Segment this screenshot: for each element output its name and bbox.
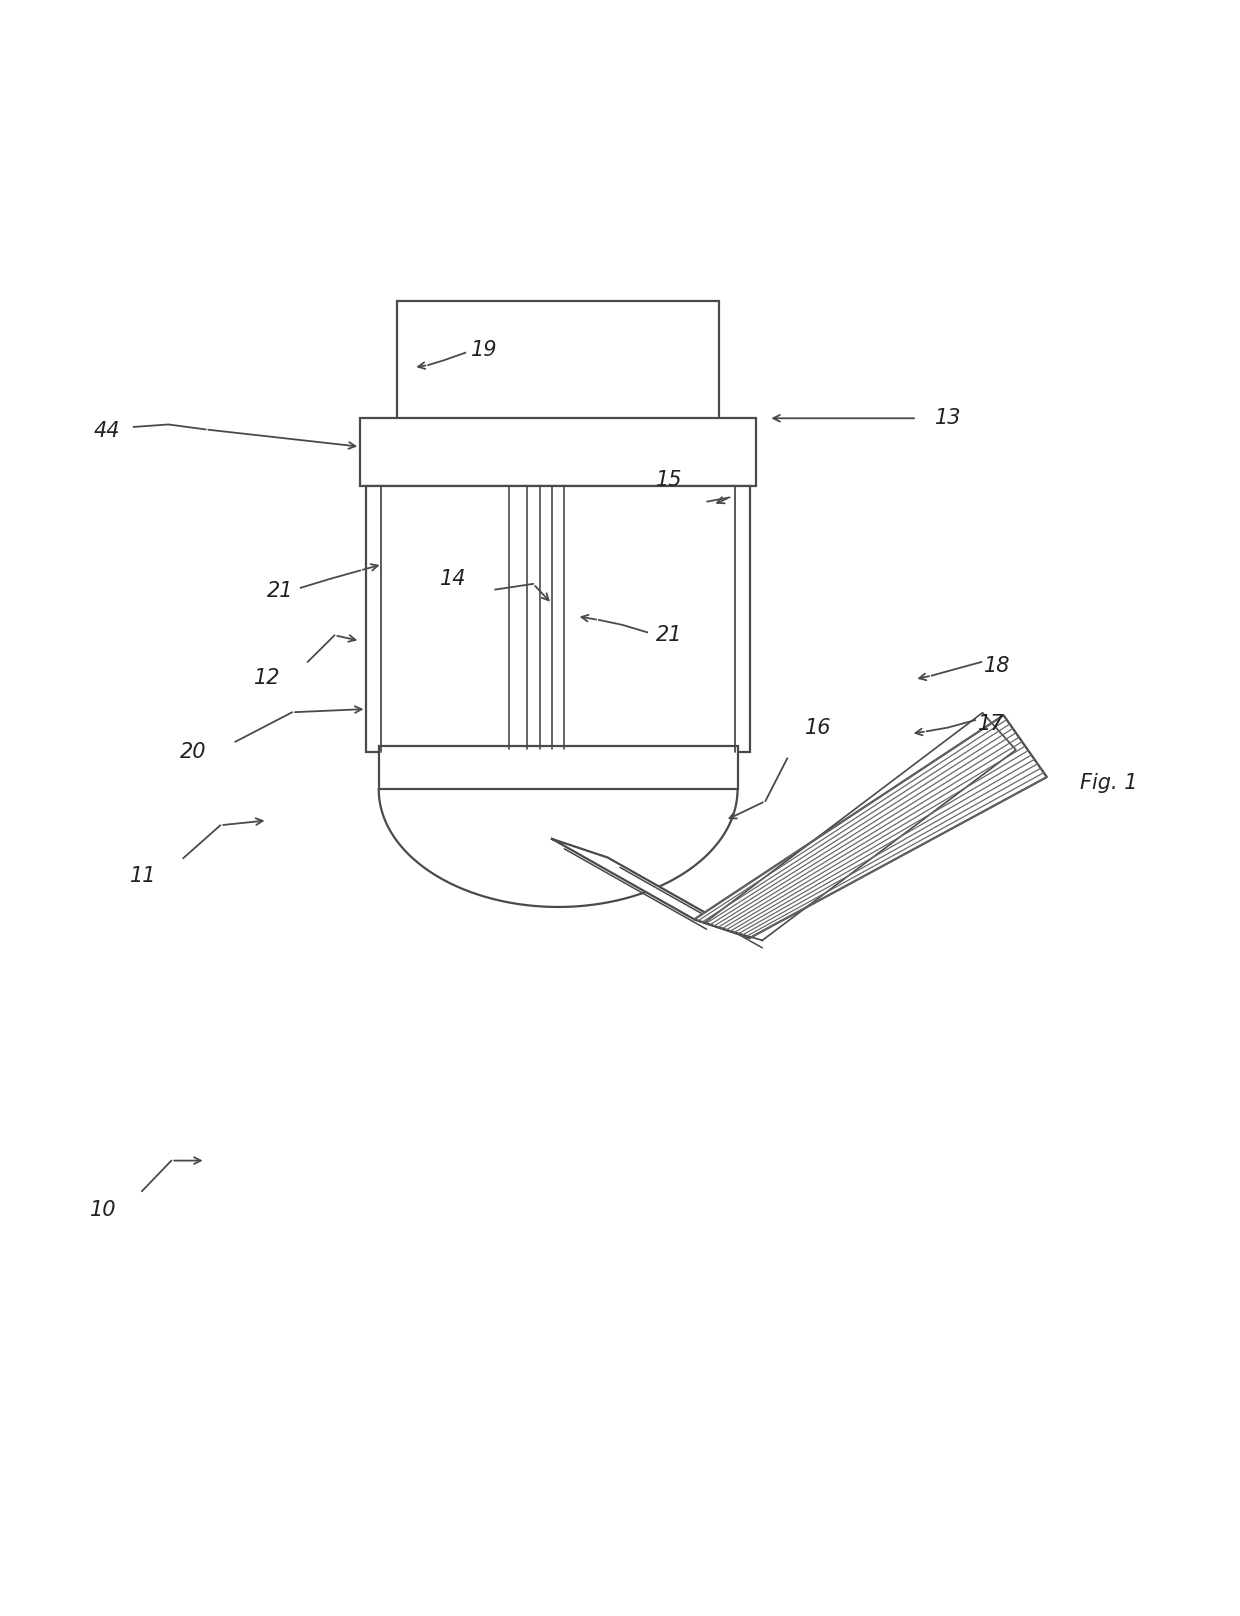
Text: 15: 15 — [656, 470, 683, 490]
Bar — [366, 486, 750, 753]
Text: 18: 18 — [985, 656, 1011, 675]
Text: 44: 44 — [93, 420, 120, 441]
Text: 20: 20 — [180, 742, 206, 763]
Text: 14: 14 — [440, 569, 466, 590]
Text: 19: 19 — [471, 341, 497, 360]
Text: 12: 12 — [254, 667, 280, 688]
Polygon shape — [552, 839, 750, 937]
Bar — [378, 747, 738, 790]
Text: 10: 10 — [89, 1201, 117, 1220]
Text: 21: 21 — [267, 582, 293, 601]
Polygon shape — [694, 716, 1047, 937]
Text: 16: 16 — [805, 718, 831, 737]
Bar — [397, 301, 719, 425]
Text: 13: 13 — [935, 409, 961, 428]
Text: 21: 21 — [656, 625, 683, 645]
Bar — [360, 419, 756, 486]
Text: 17: 17 — [978, 714, 1004, 734]
Text: Fig. 1: Fig. 1 — [1080, 772, 1137, 793]
Text: 11: 11 — [130, 866, 157, 886]
